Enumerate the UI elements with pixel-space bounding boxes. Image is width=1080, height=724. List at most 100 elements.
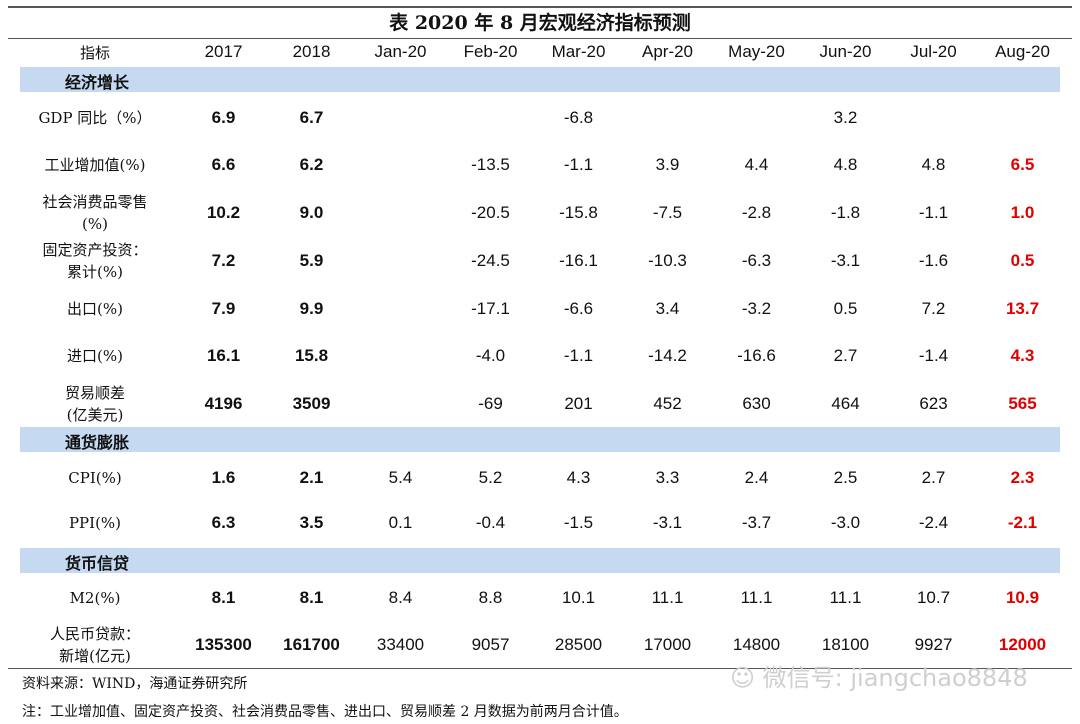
- value-cell: 8.4: [388, 588, 413, 607]
- column-header: Feb-20: [463, 42, 518, 61]
- value-cell: 6.6: [211, 155, 236, 174]
- value-cell: 2.3: [1010, 468, 1035, 487]
- value-cell: 3509: [292, 394, 331, 413]
- value-cell: 9927: [914, 635, 953, 654]
- row-label: M2(%): [69, 589, 121, 607]
- section-header: 货币信贷: [20, 548, 1060, 573]
- value-cell: 5.2: [478, 468, 503, 487]
- row-label: 出口(%): [67, 300, 123, 318]
- value-cell: 630: [742, 394, 771, 413]
- value-cell: 8.1: [299, 588, 324, 607]
- value-cell: -3.0: [830, 513, 861, 532]
- value-cell: 4.3: [1010, 346, 1035, 365]
- value-cell: 3.4: [655, 299, 680, 318]
- value-cell: 0.5: [1010, 251, 1035, 270]
- row-label: PPI(%): [68, 514, 122, 532]
- section-title: 货币信贷: [65, 554, 130, 573]
- value-cell: -69: [478, 394, 503, 413]
- value-cell: 11.1: [740, 588, 773, 607]
- value-cell: -17.1: [471, 299, 510, 318]
- value-cell: 11.1: [829, 588, 862, 607]
- value-cell: 14800: [732, 635, 781, 654]
- value-cell: 0.1: [388, 513, 413, 532]
- table-title: 表 2020 年 8 月宏观经济指标预测: [389, 12, 691, 34]
- value-cell: 4.8: [833, 155, 858, 174]
- value-cell: 1.6: [211, 468, 236, 487]
- value-cell: 4.8: [921, 155, 946, 174]
- value-cell: 6.9: [211, 108, 236, 127]
- column-header: Jul-20: [910, 42, 957, 61]
- value-cell: 6.2: [299, 155, 324, 174]
- value-cell: 9.9: [299, 299, 324, 318]
- value-cell: 10.9: [1005, 588, 1040, 607]
- value-cell: 18100: [821, 635, 870, 654]
- value-cell: 161700: [283, 635, 340, 654]
- value-cell: -16.1: [559, 251, 598, 270]
- value-cell: 17000: [643, 635, 692, 654]
- row-label: CPI(%): [68, 469, 122, 487]
- value-cell: -16.6: [737, 346, 776, 365]
- row-label: 进口(%): [67, 347, 123, 365]
- value-cell: -10.3: [648, 251, 687, 270]
- value-cell: 464: [831, 394, 860, 413]
- value-cell: -2.4: [918, 513, 949, 532]
- column-header: Mar-20: [551, 42, 606, 61]
- value-cell: -7.5: [652, 203, 683, 222]
- column-header: 2018: [292, 42, 331, 61]
- value-cell: 13.7: [1005, 299, 1040, 318]
- value-cell: -3.7: [741, 513, 772, 532]
- value-cell: 9.0: [299, 203, 324, 222]
- value-cell: -13.5: [471, 155, 510, 174]
- section-title: 通货膨胀: [65, 433, 130, 452]
- value-cell: 2.4: [744, 468, 769, 487]
- table-row: 社会消费品零售 (%) 10.2 9.0 -20.5 -15.8 -7.5 -2.8 -1.8…: [0, 191, 1080, 235]
- column-header: Jun-20: [819, 42, 872, 61]
- value-cell: 12000: [998, 635, 1047, 654]
- row-label: 社会消费品零售 (%): [42, 193, 148, 233]
- value-cell: 10.2: [206, 203, 241, 222]
- value-cell: 2.5: [833, 468, 858, 487]
- section-header: 通货膨胀: [20, 427, 1060, 452]
- column-header: Apr-20: [641, 42, 694, 61]
- source-note: 资料来源：WIND，海通证券研究所: [22, 676, 248, 692]
- value-cell: 4196: [204, 394, 243, 413]
- value-cell: -4.0: [475, 346, 506, 365]
- value-cell: 2.1: [299, 468, 324, 487]
- value-cell: 33400: [376, 635, 425, 654]
- table-row: 出口(%) 7.9 9.9 -17.1 -6.6 3.4 -3.2 0.5 7.2 13.7: [0, 287, 1080, 331]
- value-cell: -0.4: [475, 513, 506, 532]
- value-cell: 565: [1008, 394, 1037, 413]
- column-header: 2017: [204, 42, 243, 61]
- header-rule: [8, 38, 1072, 39]
- value-cell: 4.4: [744, 155, 769, 174]
- watermark: ☺ 微信号: jiangchao8848: [730, 664, 1028, 692]
- value-cell: 7.2: [921, 299, 946, 318]
- value-cell: 201: [564, 394, 593, 413]
- table-row: CPI(%) 1.6 2.1 5.4 5.2 4.3 3.3 2.4 2.5 2.7 2.3: [0, 456, 1080, 500]
- table-row: 进口(%) 16.1 15.8 -4.0 -1.1 -14.2 -16.6 2.7 -1.4 4.…: [0, 334, 1080, 378]
- table-row: GDP 同比（%） 6.9 6.7 -6.8 3.2: [0, 96, 1080, 140]
- value-cell: -20.5: [471, 203, 510, 222]
- value-cell: 15.8: [294, 346, 329, 365]
- value-cell: -3.2: [741, 299, 772, 318]
- value-cell: 2.7: [921, 468, 946, 487]
- value-cell: 6.3: [211, 513, 236, 532]
- value-cell: 3.5: [299, 513, 324, 532]
- column-header: May-20: [728, 42, 785, 61]
- value-cell: 5.9: [299, 251, 324, 270]
- row-label: 人民币贷款： 新增(亿元): [49, 625, 140, 665]
- table-row: 工业增加值(%) 6.6 6.2 -13.5 -1.1 3.9 4.4 4.8 4.8 6.5: [0, 143, 1080, 187]
- column-header: 指标: [79, 44, 110, 62]
- value-cell: 7.9: [211, 299, 236, 318]
- row-label: GDP 同比（%）: [38, 109, 152, 127]
- value-cell: 3.2: [833, 108, 858, 127]
- table-row: PPI(%) 6.3 3.5 0.1 -0.4 -1.5 -3.1 -3.7 -3.0 -2.4 -…: [0, 501, 1080, 545]
- value-cell: 2.7: [833, 346, 858, 365]
- value-cell: -24.5: [471, 251, 510, 270]
- value-cell: 28500: [554, 635, 603, 654]
- table-row: 贸易顺差 (亿美元) 4196 3509 -69 201 452 630 464 623 565: [0, 382, 1080, 426]
- column-header: Jan-20: [374, 42, 427, 61]
- value-cell: -1.1: [918, 203, 949, 222]
- value-cell: -1.1: [563, 155, 594, 174]
- value-cell: -1.1: [563, 346, 594, 365]
